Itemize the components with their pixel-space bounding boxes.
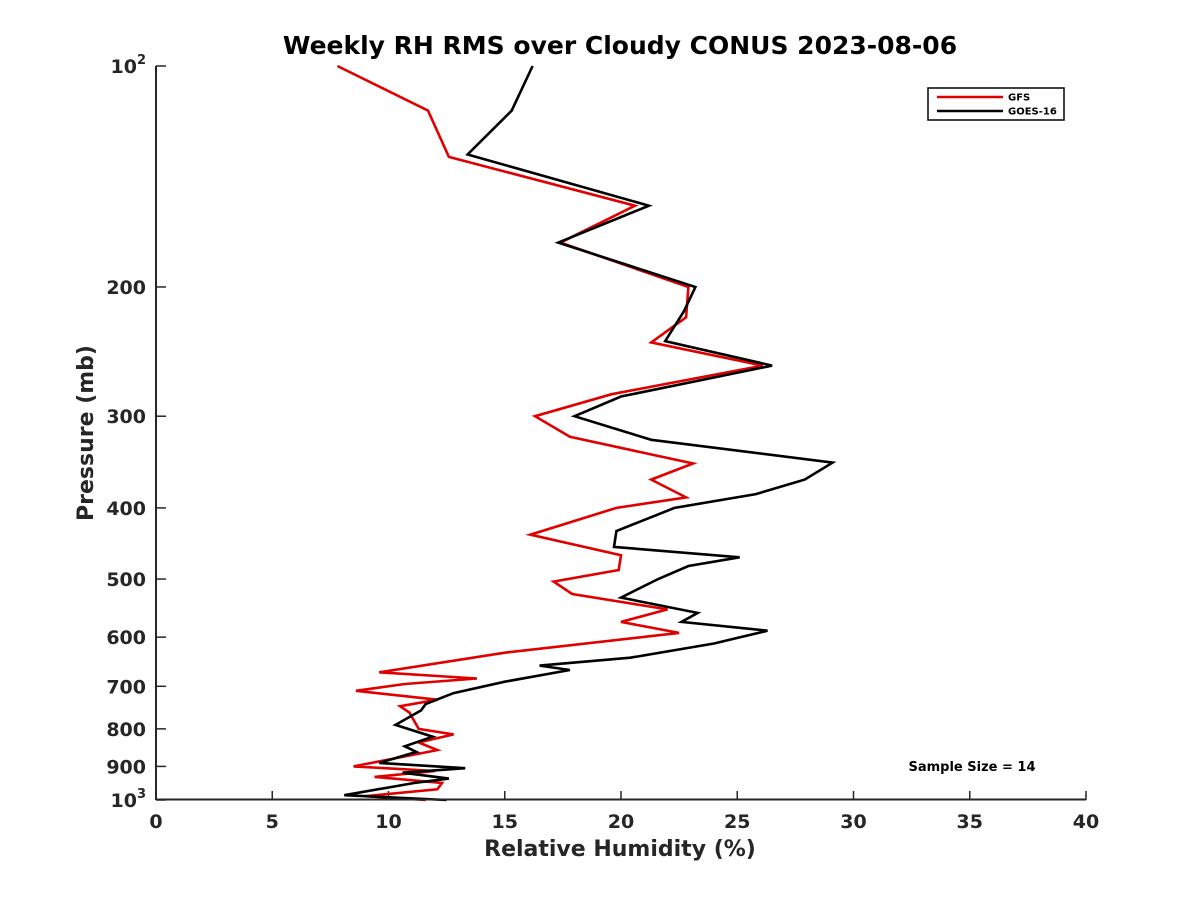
sample-size-annotation: Sample Size = 14	[908, 760, 1035, 775]
x-tick-label: 20	[608, 811, 634, 833]
series-line-gfs	[336, 64, 764, 802]
x-tick-label: 5	[266, 811, 279, 833]
y-tick-label-exponent: 3	[137, 787, 146, 802]
y-tick-label-base: 10	[111, 790, 137, 812]
y-tick-label: 102	[111, 53, 147, 78]
y-tick-label: 800	[106, 719, 146, 741]
series-line-goes16	[344, 65, 837, 802]
y-tick-label: 103	[111, 787, 147, 812]
legend-label-gfs: GFS	[1008, 93, 1030, 104]
y-axis-label: Pressure (mb)	[74, 345, 99, 521]
legend-box	[927, 87, 1065, 121]
y-tick-label: 200	[106, 277, 146, 299]
chart-title: Weekly RH RMS over Cloudy CONUS 2023-08-…	[283, 31, 957, 60]
x-tick-label: 40	[1073, 811, 1099, 833]
x-tick-label: 10	[375, 811, 401, 833]
y-tick-label-base: 10	[111, 56, 137, 78]
x-axis-ticks: 0 5 10 15 20 25 30 35 40	[149, 791, 1099, 833]
y-tick-label-exponent: 2	[137, 53, 146, 68]
legend: GFS GOES-16	[927, 87, 1065, 121]
y-tick-label: 900	[106, 756, 146, 778]
x-tick-label: 15	[492, 811, 518, 833]
x-axis-label: Relative Humidity (%)	[484, 837, 756, 862]
x-tick-label: 30	[840, 811, 866, 833]
y-tick-label: 300	[106, 406, 146, 428]
legend-label-goes16: GOES-16	[1008, 107, 1057, 118]
y-tick-label: 400	[106, 498, 146, 520]
y-tick-label: 500	[106, 569, 146, 591]
series-layer	[336, 64, 837, 802]
x-tick-label: 25	[724, 811, 750, 833]
y-tick-label: 700	[106, 676, 146, 698]
y-tick-label: 600	[106, 627, 146, 649]
x-tick-label: 0	[149, 811, 162, 833]
x-tick-label: 35	[957, 811, 983, 833]
